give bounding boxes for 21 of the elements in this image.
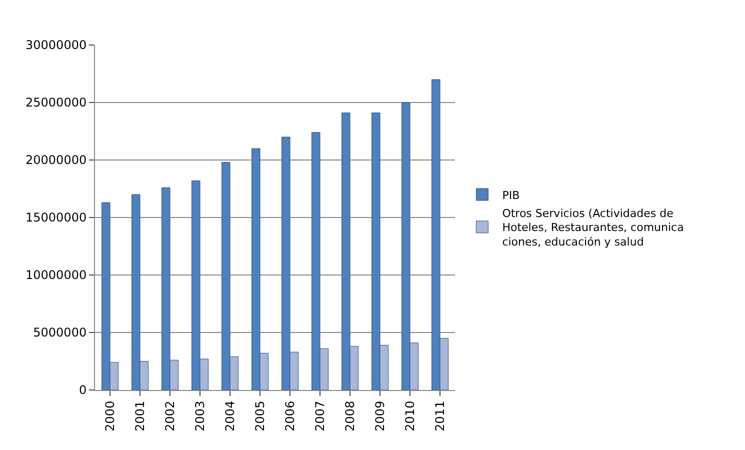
x-tick-label: 2011 — [432, 400, 447, 432]
legend-label: Otros Servicios (Actividades de Hoteles, Restaurantes, comunica ciones, educación y salud — [502, 206, 684, 249]
x-tick-label: 2002 — [162, 400, 177, 432]
x-tick-label: 2006 — [282, 400, 297, 432]
x-tick-label: 2000 — [102, 400, 117, 432]
x-tick-label: 2003 — [192, 400, 207, 432]
y-tick-label: 25000000 — [26, 96, 87, 110]
y-tick-label: 0 — [78, 383, 87, 398]
x-tick-label: 2008 — [342, 400, 357, 432]
y-tick-label: 20000000 — [26, 153, 87, 168]
x-tick-label: 2010 — [402, 400, 417, 432]
x-tick-label: 2005 — [252, 400, 267, 432]
x-tick-label: 2004 — [222, 400, 237, 432]
x-tick-label: 2009 — [372, 400, 387, 432]
legend-label: PIB — [502, 188, 520, 202]
x-tick-label: 2001 — [132, 400, 147, 432]
y-tick-label: 15000000 — [26, 210, 87, 225]
y-tick-label: 30000000 — [26, 38, 87, 52]
y-tick-label: 5000000 — [33, 326, 87, 340]
x-tick-label: 2007 — [312, 400, 327, 432]
y-tick-label: 10000000 — [26, 268, 87, 282]
